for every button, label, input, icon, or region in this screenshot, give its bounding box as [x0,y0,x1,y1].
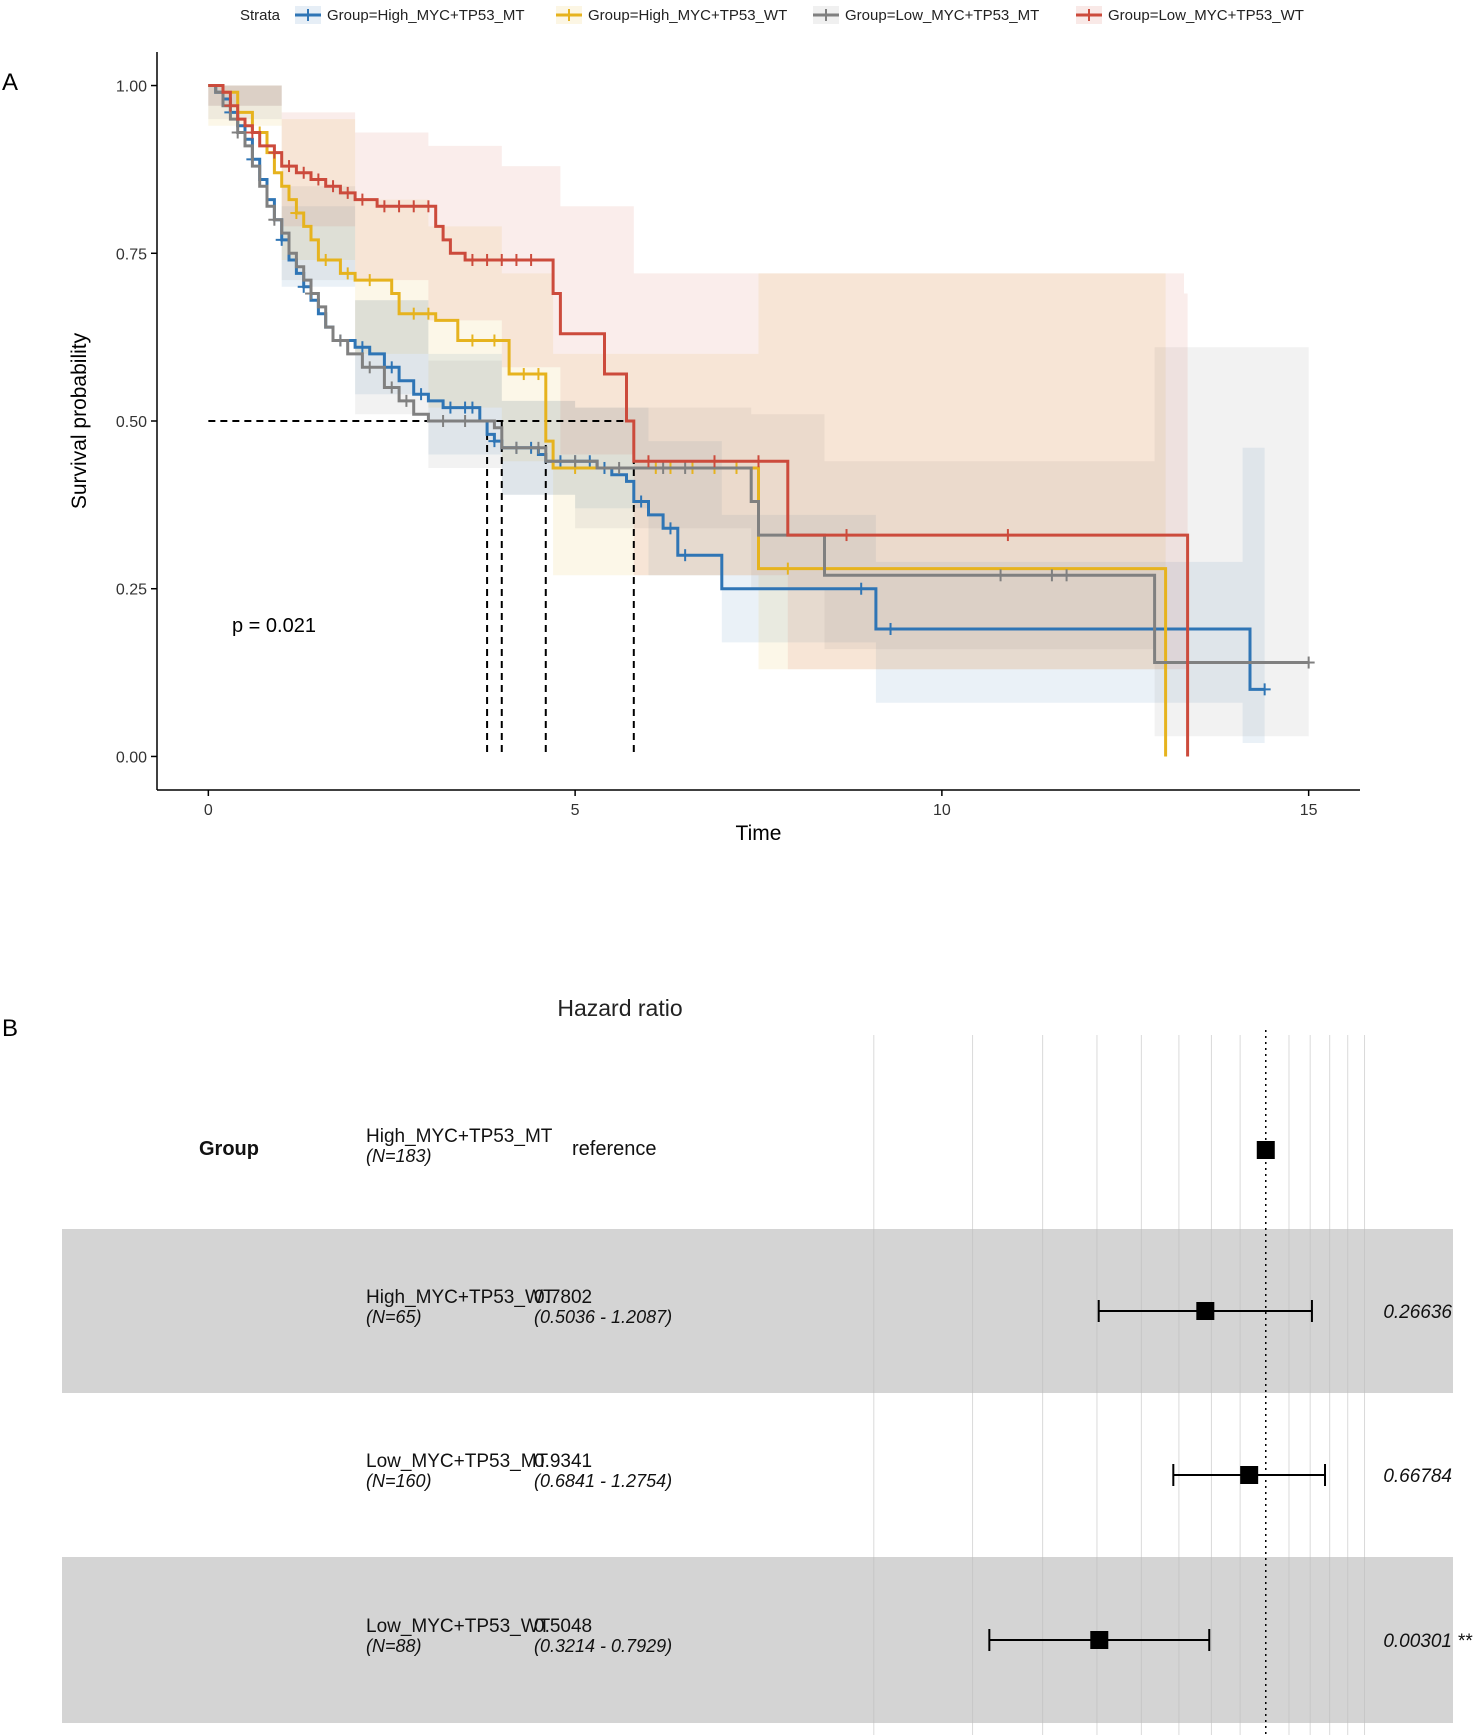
row-n: (N=183) [366,1146,432,1166]
row-p-value: 0.66784 [1383,1466,1452,1487]
row-ci: (0.3214 - 0.7929) [534,1636,672,1656]
panel-label-b: B [2,1015,18,1042]
ci-band-high_wt [208,85,1166,670]
hr-point [1196,1302,1215,1320]
row-n: (N=65) [366,1307,422,1327]
row-estimate: 0.9341 [534,1451,592,1472]
legend: Strata Group=High_MYC+TP53_MT Group=High_M… [240,6,1304,24]
censor-marks-low_mt [231,126,1315,669]
x-axis-title: Time [736,822,782,845]
row-estimate: 0.5048 [534,1616,592,1637]
y-axis-title: Survival probability [68,332,91,509]
row-label: High_MYC+TP53_WT [366,1287,555,1308]
row-ci: (0.6841 - 1.2754) [534,1471,672,1491]
row-label: High_MYC+TP53_MT [366,1126,553,1147]
curve-low_wt [208,84,1190,757]
row-estimate: reference [572,1138,657,1160]
row-estimate: 0.7802 [534,1287,592,1308]
row-n: (N=160) [366,1471,432,1491]
row-ci: (0.5036 - 1.2087) [534,1307,672,1327]
y-tick-label: 0.25 [116,582,147,599]
row-label: Low_MYC+TP53_WT [366,1616,551,1637]
ci-band-low_mt [208,85,1309,737]
y-tick-label: 0.75 [116,246,147,263]
x-tick-label: 10 [933,802,951,819]
hr-point [1240,1466,1259,1484]
row-shade [62,1557,1453,1723]
hr-point [1256,1141,1275,1159]
legend-title: Strata [240,7,281,24]
y-tick-label: 1.00 [116,79,147,96]
legend-entry-high_mt: Group=High_MYC+TP53_MT [327,7,525,24]
row-p-value: 0.26636 [1383,1302,1452,1323]
legend-entry-high_wt: Group=High_MYC+TP53_WT [588,7,787,24]
row-n: (N=88) [366,1636,422,1656]
legend-entry-low_wt: Group=Low_MYC+TP53_WT [1108,7,1304,24]
hr-point [1090,1631,1109,1649]
forest-gridlines [873,1035,1366,1735]
p-value-label: p = 0.021 [232,615,316,637]
censor-marks-low_wt [224,99,1014,542]
x-tick-label: 0 [204,802,213,819]
row-label: Low_MYC+TP53_MT [366,1451,549,1472]
x-tick-label: 5 [571,802,580,819]
forest-title: Hazard ratio [557,995,682,1021]
median-lines [208,420,635,757]
ci-band-low_wt [208,85,1188,670]
y-tick-label: 0.50 [116,414,147,431]
y-tick-label: 0.00 [116,749,147,766]
panel-label-a: A [2,69,18,96]
row-p-value: 0.00301 [1383,1631,1452,1652]
x-tick-label: 15 [1300,802,1318,819]
row-significance: ** [1458,1631,1473,1652]
legend-entry-low_mt: Group=Low_MYC+TP53_MT [845,7,1039,24]
variable-label: Group [199,1138,259,1160]
